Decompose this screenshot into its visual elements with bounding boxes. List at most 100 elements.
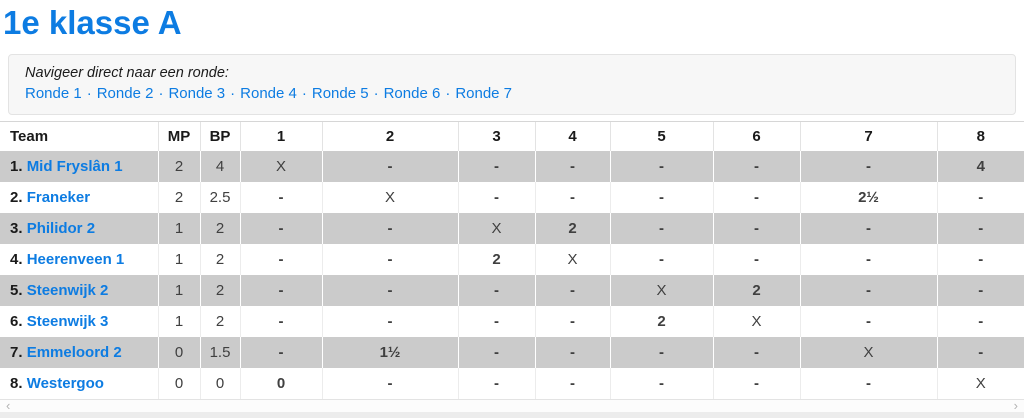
result-cell: -: [534, 181, 610, 213]
page-title: 1e klasse A: [3, 4, 182, 41]
bp-cell: 2: [199, 212, 240, 244]
result-cell: X: [239, 150, 322, 182]
team-rank: 7.: [10, 343, 27, 361]
mp-cell: 1: [157, 305, 200, 337]
header-col-1: 1: [239, 121, 322, 151]
ronde-link-4[interactable]: Ronde 4: [240, 85, 297, 103]
ronde-link-5[interactable]: Ronde 5: [311, 85, 369, 103]
team-link[interactable]: Mid Fryslân 1: [26, 157, 123, 175]
result-cell: 4: [936, 150, 1024, 182]
result-cell: -: [799, 212, 937, 244]
bp-cell: 0: [199, 367, 240, 399]
team-link[interactable]: Emmeloord 2: [26, 343, 122, 361]
result-cell: -: [609, 367, 713, 399]
team-link[interactable]: Westergoo: [26, 374, 104, 392]
horizontal-scrollbar[interactable]: ‹ ›: [0, 398, 1024, 412]
scroll-right-icon[interactable]: ›: [1013, 398, 1018, 412]
result-cell: -: [321, 274, 458, 306]
header-col-3: 3: [457, 121, 535, 151]
mp-cell: 1: [157, 212, 200, 244]
result-cell: X: [609, 274, 713, 306]
result-cell: -: [799, 367, 937, 399]
header-col-5: 5: [609, 121, 713, 151]
nav-separator: ·: [445, 85, 451, 103]
result-cell: -: [534, 305, 610, 337]
header-col-7: 7: [799, 121, 937, 151]
team-link[interactable]: Franeker: [26, 188, 91, 206]
header-mp: MP: [157, 121, 200, 151]
bp-cell: 2: [199, 274, 240, 306]
ronde-link-7[interactable]: Ronde 7: [455, 85, 513, 103]
result-cell: -: [712, 181, 800, 213]
table-row: 7. Emmeloord 2 0 1.5-1½ - - - - X -: [0, 336, 1024, 368]
result-cell: -: [457, 367, 535, 399]
team-link[interactable]: Steenwijk 3: [26, 312, 109, 330]
ronde-link-6[interactable]: Ronde 6: [383, 85, 441, 103]
ronde-link-1[interactable]: Ronde 1: [25, 85, 82, 103]
result-cell: -: [534, 274, 610, 306]
standings-crosstable: Team MP BP 1 2 3 4 5 6 7 8 1. Mid Fryslâ…: [0, 121, 1024, 399]
team-link[interactable]: Steenwijk 2: [26, 281, 109, 299]
result-cell: -: [457, 274, 535, 306]
team-link[interactable]: Heerenveen 1: [26, 250, 125, 268]
result-cell: -: [799, 150, 937, 182]
table-row: 2. Franeker 2 2.5- X - - - -2½ -: [0, 181, 1024, 213]
result-cell: -: [321, 305, 458, 337]
mp-cell: 0: [157, 367, 200, 399]
result-cell: -: [239, 336, 322, 368]
mp-cell: 2: [157, 150, 200, 182]
result-cell: -: [534, 367, 610, 399]
nav-separator: ·: [158, 85, 164, 103]
result-cell: 2: [609, 305, 713, 337]
header-col-8: 8: [936, 121, 1024, 151]
bp-cell: 1.5: [199, 336, 240, 368]
result-cell: -: [609, 181, 713, 213]
result-cell: X: [321, 181, 458, 213]
table-row: 8. Westergoo 0 0 0- - - - - - X: [0, 367, 1024, 399]
header-team: Team: [0, 121, 158, 151]
team-rank: 6.: [10, 312, 27, 330]
result-cell: 2½: [799, 181, 937, 213]
result-cell: -: [936, 336, 1024, 368]
team-cell: 8. Westergoo: [0, 367, 158, 399]
ronde-link-2[interactable]: Ronde 2: [96, 85, 154, 103]
result-cell: 0: [239, 367, 322, 399]
result-cell: -: [321, 212, 458, 244]
team-cell: 5. Steenwijk 2: [0, 274, 158, 306]
result-cell: -: [321, 243, 458, 275]
round-navigation-box: Navigeer direct naar een ronde: Ronde 1 ·…: [8, 54, 1016, 116]
result-cell: 2: [457, 243, 535, 275]
nav-separator: ·: [230, 85, 236, 103]
team-rank: 4.: [10, 250, 27, 268]
team-rank: 8.: [10, 374, 27, 392]
result-cell: -: [936, 274, 1024, 306]
team-cell: 1. Mid Fryslân 1: [0, 150, 158, 182]
result-cell: -: [457, 181, 535, 213]
result-cell: 1½: [321, 336, 458, 368]
result-cell: 2: [534, 212, 610, 244]
team-cell: 7. Emmeloord 2: [0, 336, 158, 368]
ronde-link-3[interactable]: Ronde 3: [168, 85, 226, 103]
team-cell: 2. Franeker: [0, 181, 158, 213]
result-cell: -: [239, 305, 322, 337]
result-cell: -: [936, 243, 1024, 275]
result-cell: -: [457, 305, 535, 337]
nav-separator: ·: [373, 85, 379, 103]
result-cell: -: [609, 243, 713, 275]
scroll-left-icon[interactable]: ‹: [6, 398, 11, 412]
mp-cell: 2: [157, 181, 200, 213]
nav-separator: ·: [301, 85, 307, 103]
mp-cell: 0: [157, 336, 200, 368]
result-cell: X: [712, 305, 800, 337]
standings-body: 1. Mid Fryslân 1 2 4 X - - - - - -4 2. Franeker 2 2.…: [0, 150, 1024, 399]
result-cell: -: [799, 243, 937, 275]
round-navigation-label: Navigeer direct naar een ronde:: [25, 65, 229, 82]
result-cell: -: [609, 150, 713, 182]
result-cell: -: [712, 243, 800, 275]
header-col-6: 6: [712, 121, 800, 151]
team-link[interactable]: Philidor 2: [26, 219, 96, 237]
